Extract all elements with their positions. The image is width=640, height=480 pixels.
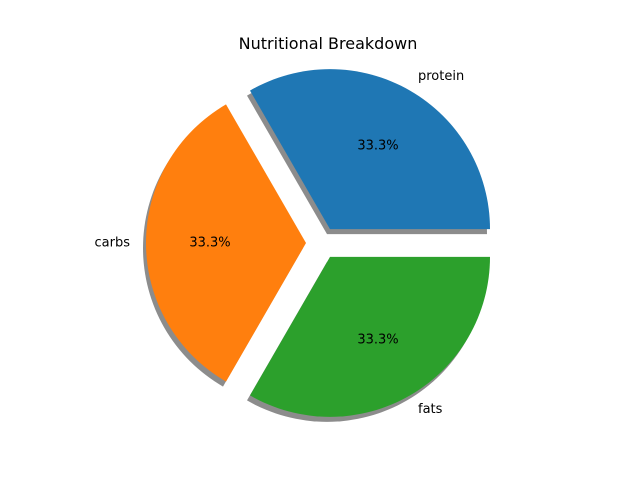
pie-slice-fats — [250, 256, 490, 417]
pie-label-protein: protein — [418, 69, 464, 84]
pie-percent-protein: 33.3% — [357, 139, 398, 154]
pie-label-carbs: carbs — [95, 236, 131, 251]
pie-label-fats: fats — [418, 402, 443, 417]
pie-slice-carbs — [146, 104, 306, 382]
pie-wedges — [146, 69, 490, 417]
chart-title: Nutritional Breakdown — [239, 34, 418, 53]
pie-slice-protein — [250, 69, 490, 230]
pie-percent-fats: 33.3% — [357, 332, 398, 347]
pie-percent-carbs: 33.3% — [189, 236, 230, 251]
pie-labels: protein 33.3% carbs 33.3% fats 33.3% — [95, 69, 465, 417]
